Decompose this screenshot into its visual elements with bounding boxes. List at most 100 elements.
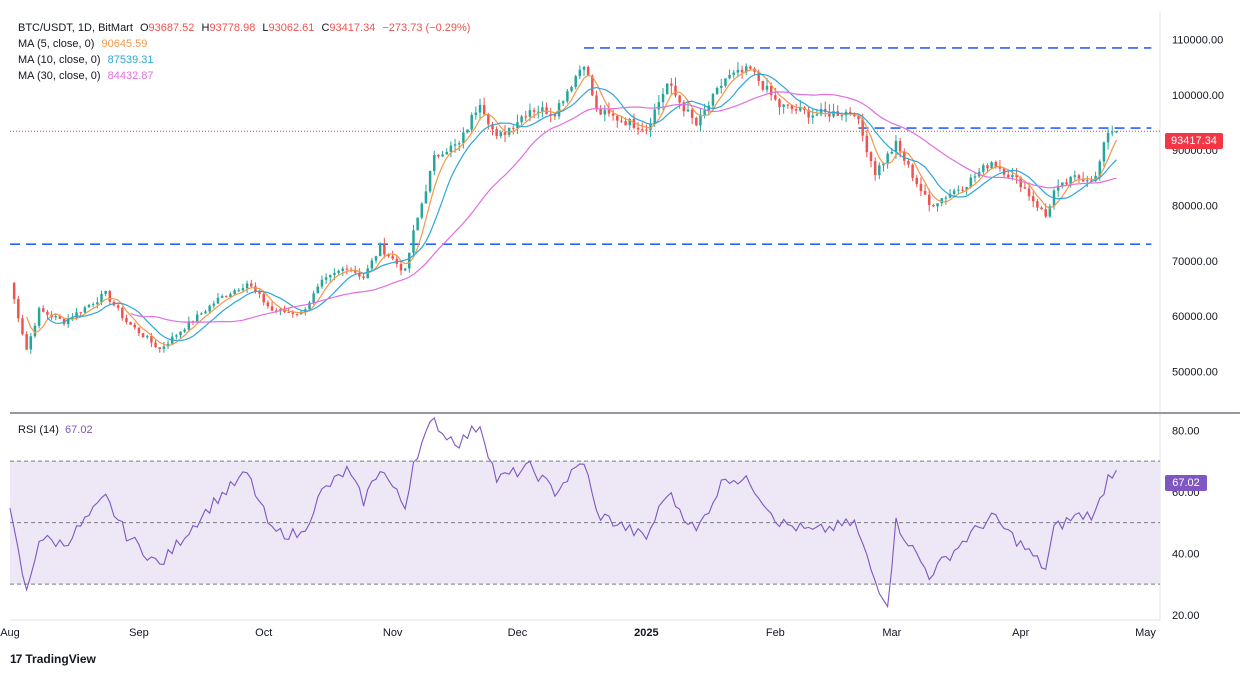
- candle-body: [886, 153, 889, 164]
- candle-body: [670, 83, 673, 86]
- candle-body: [561, 101, 565, 104]
- ma10-value: 87539.31: [107, 54, 154, 66]
- candle-body: [973, 176, 977, 178]
- time-tick-label: 2025: [634, 627, 658, 639]
- candle-body: [536, 111, 540, 113]
- candle-body: [998, 166, 1002, 169]
- candle-body: [882, 163, 885, 166]
- candle-body: [815, 114, 819, 116]
- candle-body: [341, 268, 345, 271]
- candle-body: [487, 114, 490, 125]
- time-tick-label: Feb: [766, 627, 785, 639]
- candle-body: [1056, 185, 1060, 191]
- candle-body: [857, 116, 860, 120]
- candle-body: [720, 85, 723, 88]
- candle-body: [653, 109, 656, 124]
- candle-body: [208, 305, 211, 312]
- candle-body: [957, 189, 960, 191]
- close-label: C: [321, 22, 330, 34]
- candle-body: [403, 268, 407, 271]
- brand-name: TradingView: [25, 652, 96, 666]
- candle-body: [187, 321, 191, 330]
- candle-body: [262, 293, 265, 303]
- candle-body: [54, 316, 58, 318]
- candle-body: [657, 102, 661, 110]
- candle-body: [1102, 142, 1106, 162]
- candle-body: [129, 322, 132, 325]
- candle-body: [91, 304, 95, 306]
- candle-body: [986, 165, 989, 169]
- candle-body: [807, 110, 810, 118]
- candle-body: [507, 127, 511, 135]
- candle-body: [245, 283, 249, 289]
- candle-body: [274, 310, 278, 312]
- candle-body: [994, 162, 998, 167]
- candle-body: [640, 129, 644, 131]
- candle-body: [890, 151, 894, 154]
- candle-body: [828, 111, 831, 117]
- ma5-legend[interactable]: MA (5, close, 0) 90645.59: [18, 36, 151, 52]
- candle-body: [649, 123, 652, 130]
- candle-body: [1098, 161, 1102, 176]
- price-tick-label: 60000.00: [1172, 311, 1218, 323]
- candle-body: [287, 311, 290, 313]
- candle-body: [765, 85, 769, 90]
- candle-body: [861, 119, 864, 136]
- candle-body: [399, 263, 403, 271]
- candle-body: [541, 107, 544, 112]
- candle-body: [603, 110, 607, 115]
- ma30-line: [130, 91, 1117, 323]
- rsi-value-tag: 67.02: [1165, 475, 1207, 491]
- candle-body: [71, 317, 74, 319]
- candle-body: [969, 177, 973, 188]
- candle-body: [732, 72, 735, 75]
- price-tick-label: 50000.00: [1172, 366, 1218, 378]
- candle-body: [769, 85, 773, 96]
- ma5-line: [26, 69, 1117, 347]
- high-value: 93778.98: [209, 22, 256, 34]
- candle-body: [823, 108, 827, 112]
- close-value: 93417.34: [329, 22, 376, 34]
- time-tick-label: Aug: [0, 627, 20, 639]
- price-tick-label: 100000.00: [1172, 90, 1224, 102]
- candle-body: [200, 313, 203, 315]
- candle-body: [433, 154, 436, 171]
- candle-body: [62, 318, 66, 325]
- candle-body: [449, 145, 453, 152]
- candle-body: [1086, 180, 1089, 182]
- candle-body: [961, 189, 964, 191]
- candle-body: [29, 336, 33, 350]
- candle-body: [87, 305, 91, 308]
- candle-body: [212, 303, 216, 306]
- candle-body: [907, 160, 910, 165]
- candle-body: [154, 342, 157, 348]
- candle-body: [100, 293, 103, 303]
- candle-body: [1069, 176, 1072, 185]
- candle-body: [794, 109, 798, 111]
- candle-body: [582, 66, 586, 70]
- candle-body: [1015, 175, 1018, 178]
- ma30-legend[interactable]: MA (30, close, 0) 84432.87: [18, 68, 158, 84]
- candle-body: [566, 91, 569, 102]
- high-label: H: [201, 22, 210, 34]
- time-tick-label: Apr: [1012, 627, 1029, 639]
- candle-body: [237, 290, 241, 292]
- candle-body: [524, 116, 528, 118]
- rsi-legend[interactable]: RSI (14) 67.02: [18, 424, 93, 436]
- candle-body: [183, 329, 186, 332]
- candle-body: [903, 151, 906, 161]
- rsi-value: 67.02: [65, 424, 93, 436]
- candle-body: [665, 83, 669, 94]
- candle-body: [965, 187, 968, 190]
- change-value: −273.73 (−0.29%): [382, 22, 471, 34]
- candle-body: [75, 312, 78, 318]
- candle-body: [1019, 177, 1022, 188]
- candle-body: [25, 334, 28, 350]
- candle-body: [1065, 182, 1068, 185]
- ma10-legend[interactable]: MA (10, close, 0) 87539.31: [18, 52, 158, 68]
- tradingview-logo[interactable]: 17 TradingView: [10, 652, 96, 666]
- candle-body: [466, 129, 469, 133]
- candle-body: [42, 308, 45, 312]
- candle-body: [682, 102, 686, 112]
